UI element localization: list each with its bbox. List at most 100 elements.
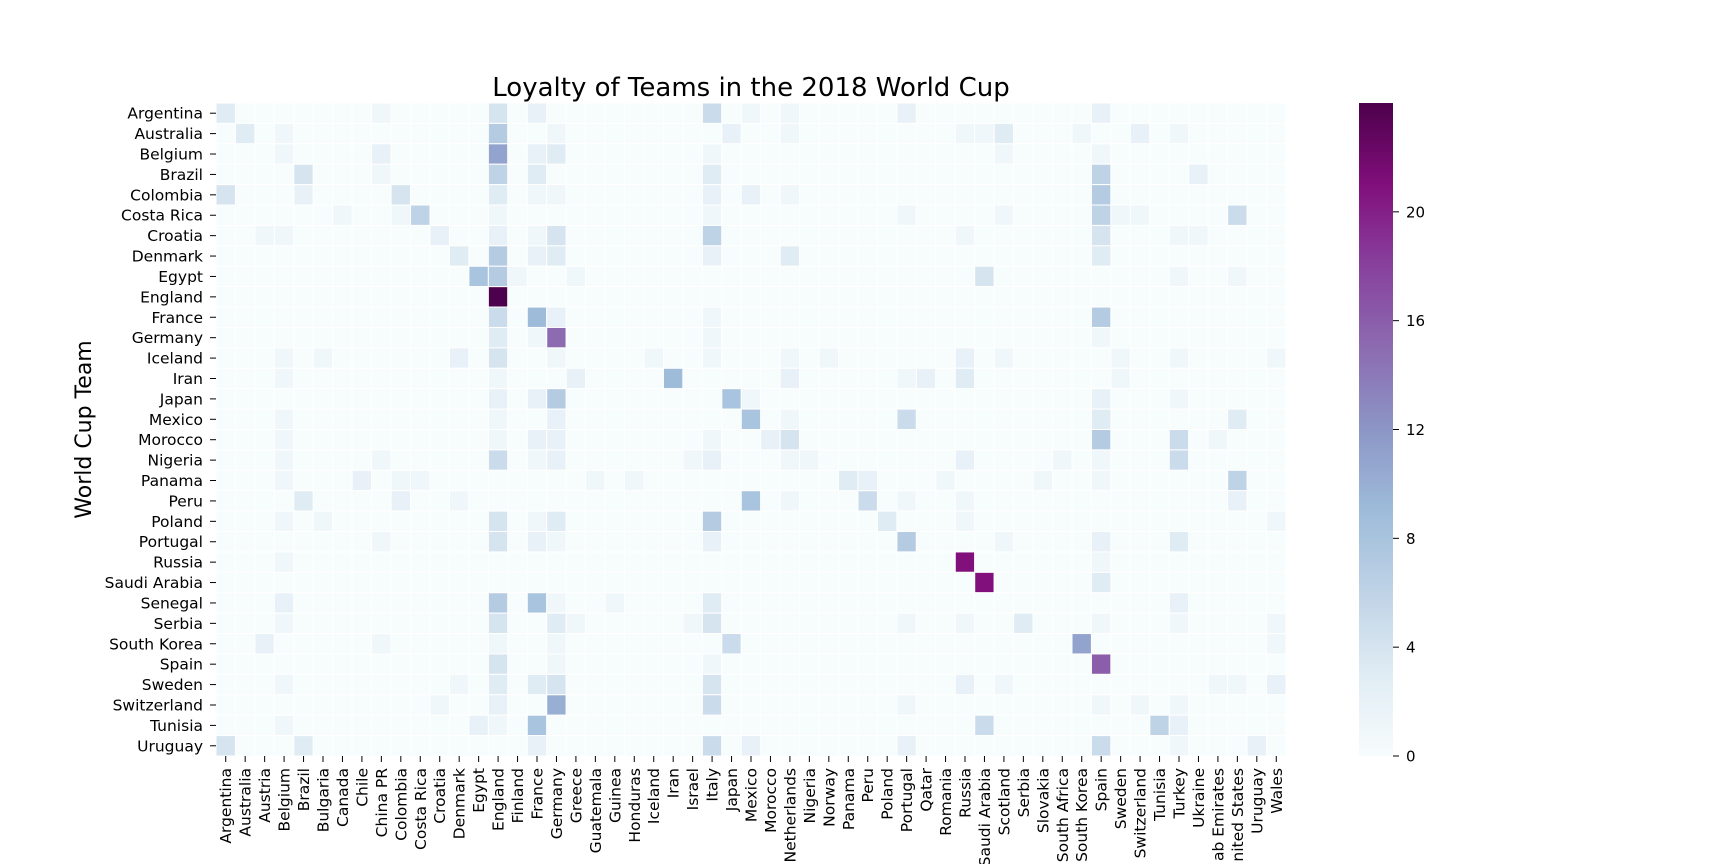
y-tick-label: Sweden	[142, 676, 203, 694]
heatmap-cell	[273, 531, 295, 553]
heatmap-cell	[546, 571, 567, 594]
heatmap-cell	[643, 429, 664, 451]
heatmap-cell	[332, 510, 353, 533]
colorbar-tick-label: 20	[1406, 203, 1425, 221]
heatmap-cell	[682, 673, 703, 696]
x-tick-label: Costa Rica	[412, 768, 430, 850]
heatmap-cell	[760, 245, 781, 267]
heatmap-cell	[1207, 510, 1229, 533]
heatmap-cell	[215, 122, 236, 145]
heatmap-cell	[643, 449, 664, 471]
heatmap-cell	[915, 204, 937, 226]
heatmap-cell	[1188, 653, 1209, 675]
heatmap-cell	[954, 367, 976, 390]
heatmap-cell	[1168, 469, 1190, 492]
heatmap-cell	[760, 551, 781, 573]
y-tick-label: Uruguay	[137, 737, 203, 755]
heatmap-cell	[410, 429, 431, 451]
heatmap-cell	[546, 163, 567, 186]
heatmap-cell	[1246, 653, 1268, 675]
heatmap-cell	[507, 592, 528, 614]
heatmap-cell	[779, 245, 801, 267]
heatmap-cell	[585, 122, 606, 145]
heatmap-cell	[779, 592, 801, 614]
heatmap-cell	[1227, 490, 1248, 512]
heatmap-cell	[565, 306, 587, 328]
heatmap-cell	[779, 653, 801, 675]
heatmap-cell	[838, 633, 859, 655]
heatmap-cell	[1149, 429, 1170, 451]
x-tick-label: Egypt	[470, 768, 488, 813]
heatmap-cell	[429, 735, 450, 757]
heatmap-cell	[585, 388, 606, 410]
heatmap-cell	[1188, 735, 1209, 757]
x-tick-label: South Korea	[1073, 768, 1091, 862]
heatmap-cell	[254, 633, 275, 655]
heatmap-cell	[954, 653, 976, 675]
heatmap-cell	[1110, 224, 1131, 247]
heatmap-cell	[624, 224, 645, 247]
heatmap-cell	[643, 551, 664, 573]
heatmap-cell	[760, 143, 781, 165]
heatmap-cell	[448, 163, 470, 186]
x-tick-label: Israel	[684, 768, 702, 810]
heatmap-cell	[1052, 694, 1073, 716]
heatmap-cell	[662, 102, 684, 124]
heatmap-cell	[915, 367, 937, 390]
heatmap-cell	[429, 592, 450, 614]
heatmap-cell	[896, 224, 917, 247]
heatmap-cell	[818, 326, 840, 349]
heatmap-cell	[1090, 388, 1112, 410]
heatmap-cell	[1149, 653, 1170, 675]
heatmap-cell	[273, 347, 295, 369]
heatmap-cell	[410, 204, 431, 226]
heatmap-cell	[448, 204, 470, 226]
heatmap-cell	[1090, 184, 1112, 206]
heatmap-cell	[585, 714, 606, 737]
heatmap-cell	[974, 469, 995, 492]
heatmap-cell	[1110, 204, 1131, 226]
heatmap-cell	[935, 551, 956, 573]
heatmap-cell	[273, 449, 295, 471]
heatmap-cell	[448, 143, 470, 165]
heatmap-cell	[993, 102, 1015, 124]
heatmap-cell	[760, 469, 781, 492]
heatmap-cell	[954, 592, 976, 614]
heatmap-cell	[662, 653, 684, 675]
heatmap-cell	[468, 449, 489, 471]
heatmap-cell	[857, 367, 878, 390]
heatmap-cell	[1168, 653, 1190, 675]
heatmap-cell	[468, 633, 489, 655]
heatmap-cell	[799, 694, 820, 716]
heatmap-cell	[215, 163, 236, 186]
heatmap-cell	[1110, 367, 1131, 390]
heatmap-cell	[876, 367, 898, 390]
heatmap-cell	[604, 326, 626, 349]
heatmap-cell	[857, 612, 878, 635]
heatmap-cell	[273, 653, 295, 675]
heatmap-cell	[1246, 122, 1268, 145]
heatmap-cell	[915, 673, 937, 696]
heatmap-cell	[293, 326, 314, 349]
heatmap-cell	[1129, 510, 1151, 533]
x-tick-label: Greece	[567, 768, 585, 823]
heatmap-cell	[1149, 326, 1170, 349]
heatmap-cell	[779, 408, 801, 430]
heatmap-cell	[1207, 265, 1229, 288]
heatmap-cell	[954, 571, 976, 594]
y-tick-label: Saudi Arabia	[105, 574, 203, 592]
heatmap-cell	[896, 306, 917, 328]
heatmap-cell	[838, 612, 859, 635]
heatmap-cell	[1188, 184, 1209, 206]
heatmap-cell	[682, 204, 703, 226]
heatmap-cell	[1168, 408, 1190, 430]
heatmap-cell	[799, 184, 820, 206]
heatmap-cell	[838, 102, 859, 124]
heatmap-cell	[585, 245, 606, 267]
heatmap-cell	[1090, 612, 1112, 635]
heatmap-cell	[234, 449, 256, 471]
heatmap-cell	[662, 163, 684, 186]
heatmap-cell	[624, 388, 645, 410]
heatmap-cell	[1071, 612, 1092, 635]
heatmap-cell	[215, 204, 236, 226]
